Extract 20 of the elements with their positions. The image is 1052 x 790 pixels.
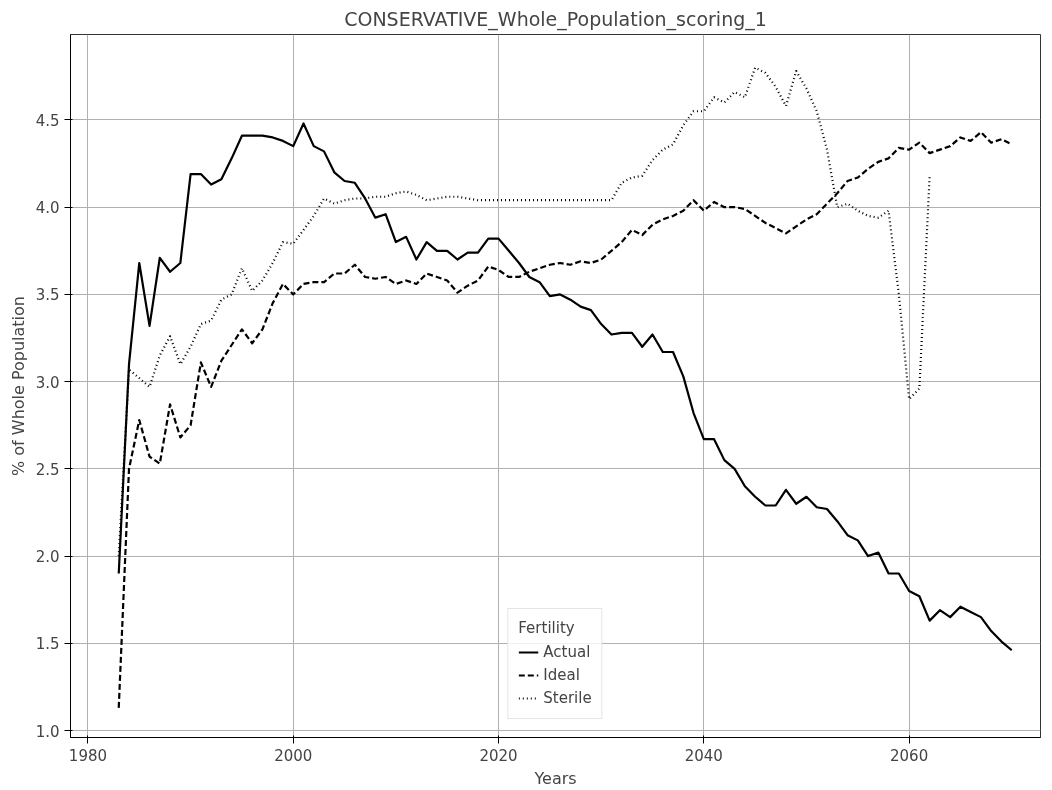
x-tick-label: 2020: [479, 746, 518, 765]
y-tick-label: 2.5: [35, 460, 60, 479]
x-axis-title: Years: [533, 768, 577, 788]
x-tick-label: 1980: [68, 746, 108, 765]
legend-label: Actual: [543, 643, 591, 661]
chart-title: CONSERVATIVE_Whole_Population_scoring_1: [344, 7, 767, 31]
y-tick-label: 3.0: [35, 373, 60, 392]
y-tick-label: 1.0: [35, 722, 60, 741]
y-tick-label: 4.5: [35, 111, 60, 130]
x-tick-label: 2060: [890, 746, 929, 765]
x-tick-label: 2000: [274, 746, 313, 765]
y-tick-label: 2.0: [35, 548, 60, 567]
y-tick-label: 4.0: [35, 199, 60, 218]
legend-label: Sterile: [543, 689, 592, 707]
x-tick-label: 2040: [684, 746, 723, 765]
legend-label: Ideal: [543, 666, 580, 684]
y-tick-label: 3.5: [35, 286, 60, 305]
y-axis-title: % of Whole Population: [8, 296, 28, 476]
legend-title: Fertility: [518, 619, 576, 637]
y-tick-label: 1.5: [35, 635, 60, 654]
